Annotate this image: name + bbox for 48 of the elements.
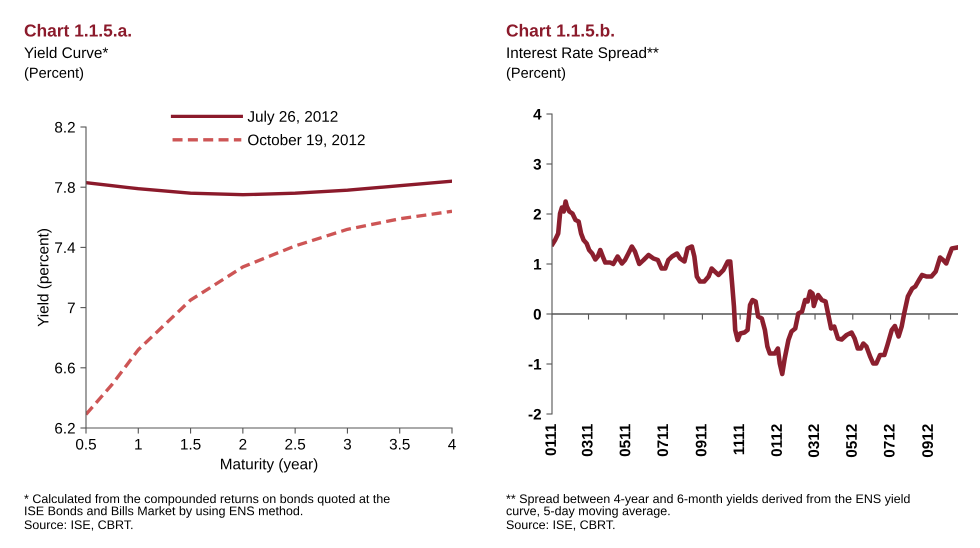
text: ** Spread between 4-year and 6-month yields derived from the ENS yield curve, 5-day moving average. bbox=[506, 494, 910, 518]
chart-subtitle: Yield Curve* bbox=[24, 46, 108, 58]
line-series bbox=[86, 210, 452, 416]
y-tick-label: 0 bbox=[534, 308, 541, 320]
y-tick-label: 8.2 bbox=[55, 122, 75, 133]
source-note: Source: ISE, CBRT. bbox=[24, 520, 132, 531]
y-tick-label: -2 bbox=[528, 408, 541, 420]
x-tick-label: 1 bbox=[135, 438, 142, 450]
x-tick-label: 0912 bbox=[922, 424, 934, 458]
x-tick-label: 3 bbox=[344, 438, 352, 450]
x-tick-label: 0111 bbox=[545, 424, 556, 456]
legend-label: July 26, 2012 bbox=[248, 110, 338, 125]
y-tick-label: 7.8 bbox=[55, 182, 75, 193]
y-tick-label: 3 bbox=[533, 158, 542, 170]
x-tick-label: 0.5 bbox=[76, 438, 96, 450]
text: (Percent) bbox=[24, 67, 84, 81]
text: * Calculated from the compounded returns on bonds quoted at the ISE Bonds and Bills Market by using ENS method. bbox=[24, 494, 390, 518]
x-tick-label: 2.5 bbox=[285, 438, 306, 450]
x-tick-label: 0312 bbox=[808, 424, 820, 458]
x-tick-label: 0512 bbox=[846, 424, 857, 458]
x-tick-label: 4 bbox=[448, 438, 456, 450]
y-tick-label: 4 bbox=[533, 109, 542, 120]
y-tick-label: 7 bbox=[68, 302, 75, 314]
chart-subtitle: Interest Rate Spread** bbox=[507, 46, 659, 62]
x-tick-label: 2 bbox=[239, 438, 246, 450]
chart-title: Chart 1.1.5.b. bbox=[506, 24, 614, 37]
x-tick-label: 0511 bbox=[620, 424, 630, 456]
y-tick-label: -1 bbox=[528, 359, 542, 370]
y-tick-label: 7.4 bbox=[55, 242, 76, 253]
y-tick-label: 2 bbox=[534, 208, 541, 220]
x-tick-label: 3.5 bbox=[390, 438, 410, 450]
line-series bbox=[86, 180, 452, 196]
x-tick-label: 0911 bbox=[696, 424, 706, 456]
x-tick-label: 1111 bbox=[734, 424, 744, 454]
y-axis-title: Yield (percent) bbox=[37, 229, 52, 327]
x-axis-title: Maturity (year) bbox=[221, 458, 318, 472]
source-note: Source: ISE, CBRT. bbox=[506, 520, 614, 531]
x-tick-label: 0112 bbox=[771, 424, 782, 456]
y-tick-label: 1 bbox=[534, 259, 542, 270]
x-tick-label: 0311 bbox=[582, 424, 593, 456]
y-tick-label: 6.6 bbox=[55, 362, 75, 374]
text: (Percent) bbox=[506, 67, 566, 81]
chart-title: Chart 1.1.5.a. bbox=[24, 24, 131, 37]
legend-label: October 19, 2012 bbox=[248, 134, 365, 148]
x-tick-label: 0712 bbox=[884, 424, 895, 458]
x-tick-label: 0711 bbox=[657, 424, 668, 456]
x-tick-label: 1.5 bbox=[181, 438, 201, 450]
y-tick-label: 6.2 bbox=[55, 422, 75, 434]
